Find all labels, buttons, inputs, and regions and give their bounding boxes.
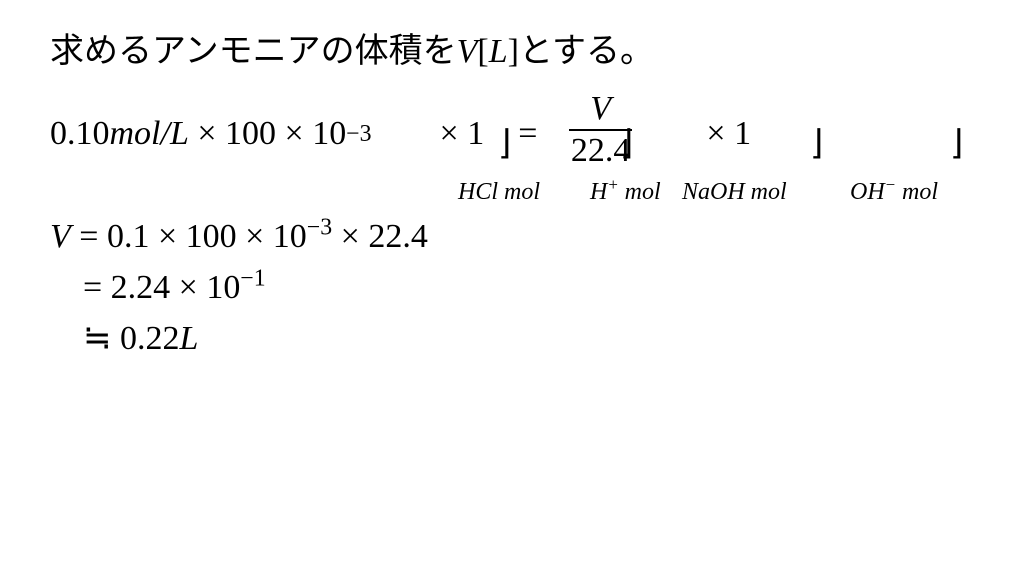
bracket-4: ⌋ [950,127,963,161]
calc-r1-exp: −3 [307,214,332,240]
annot-4a: OH [850,179,885,205]
annot-4tail: mol [896,179,938,205]
intro-prefix: 求めるアンモニアの体積を [50,33,457,70]
bracket-3: ⌋ [810,127,823,161]
bracket-1: ⌋ [498,127,511,161]
annot-2sup: + [607,175,618,194]
annot-2tail: mol [619,179,661,205]
intro-bclose: ] [508,33,519,70]
calc-r3: ≒ 0.22 [83,320,180,357]
frac-num: V [588,91,613,129]
annot-4sup: − [885,175,896,194]
calc-r1-b: = 0.1 × 100 × 10 [71,218,307,255]
annot-1: HCl mol [458,179,540,206]
intro-var: V [457,33,478,70]
equation-main: 0.10mol/L × 100 × 10−3 × 1 = V 22.4 × 1 [50,111,751,157]
page: 求めるアンモニアの体積をV[L]とする。 0.10mol/L × 100 × 1… [0,0,1024,576]
annot-2a: H [590,179,607,205]
gap3 [537,115,563,153]
annot-2: H+ mol [590,179,661,206]
calc-row-2: = 2.24 × 10−1 [50,262,974,313]
calc-r3-unit: L [180,320,199,357]
calc-row-3: ≒ 0.22L [50,313,974,364]
calc-row-1: V = 0.1 × 100 × 10−3 × 22.4 [50,211,974,262]
annot-4: OH− mol [850,179,938,206]
times2: × 1 [706,115,751,153]
gap4 [638,115,706,153]
times1: × 1 [440,115,485,153]
lhs-b: × 100 × 10 [189,115,346,153]
calc-r1-c: × 22.4 [332,218,428,255]
bracket-2: ⌋ [620,127,633,161]
calc-r1-var: V [50,218,71,255]
gap1 [372,115,440,153]
intro-line: 求めるアンモニアの体積をV[L]とする。 [50,32,974,73]
calc-r2: = 2.24 × 10 [83,269,240,306]
lhs-coef: 0.10 [50,115,110,153]
equation-block: 0.10mol/L × 100 × 10−3 × 1 = V 22.4 × 1 … [50,87,974,207]
calc-block: V = 0.1 × 100 × 10−3 × 22.4 = 2.24 × 10−… [50,211,974,364]
calc-r2-exp: −1 [240,265,265,291]
intro-unit: L [489,33,508,70]
lhs-unit: mol/L [110,115,189,153]
intro-bopen: [ [477,33,488,70]
annot-3: NaOH mol [682,179,787,206]
intro-suffix: とする。 [519,33,654,70]
eq-sign: = [518,115,537,153]
